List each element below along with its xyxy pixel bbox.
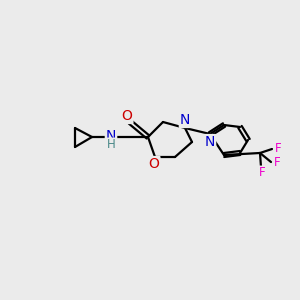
Text: F: F xyxy=(259,167,265,179)
Text: N: N xyxy=(205,135,215,149)
Text: F: F xyxy=(275,142,281,155)
Text: O: O xyxy=(148,157,159,171)
Text: N: N xyxy=(106,129,116,143)
Text: O: O xyxy=(122,109,132,123)
Text: N: N xyxy=(180,113,190,127)
Text: H: H xyxy=(106,139,116,152)
Text: F: F xyxy=(274,155,280,169)
